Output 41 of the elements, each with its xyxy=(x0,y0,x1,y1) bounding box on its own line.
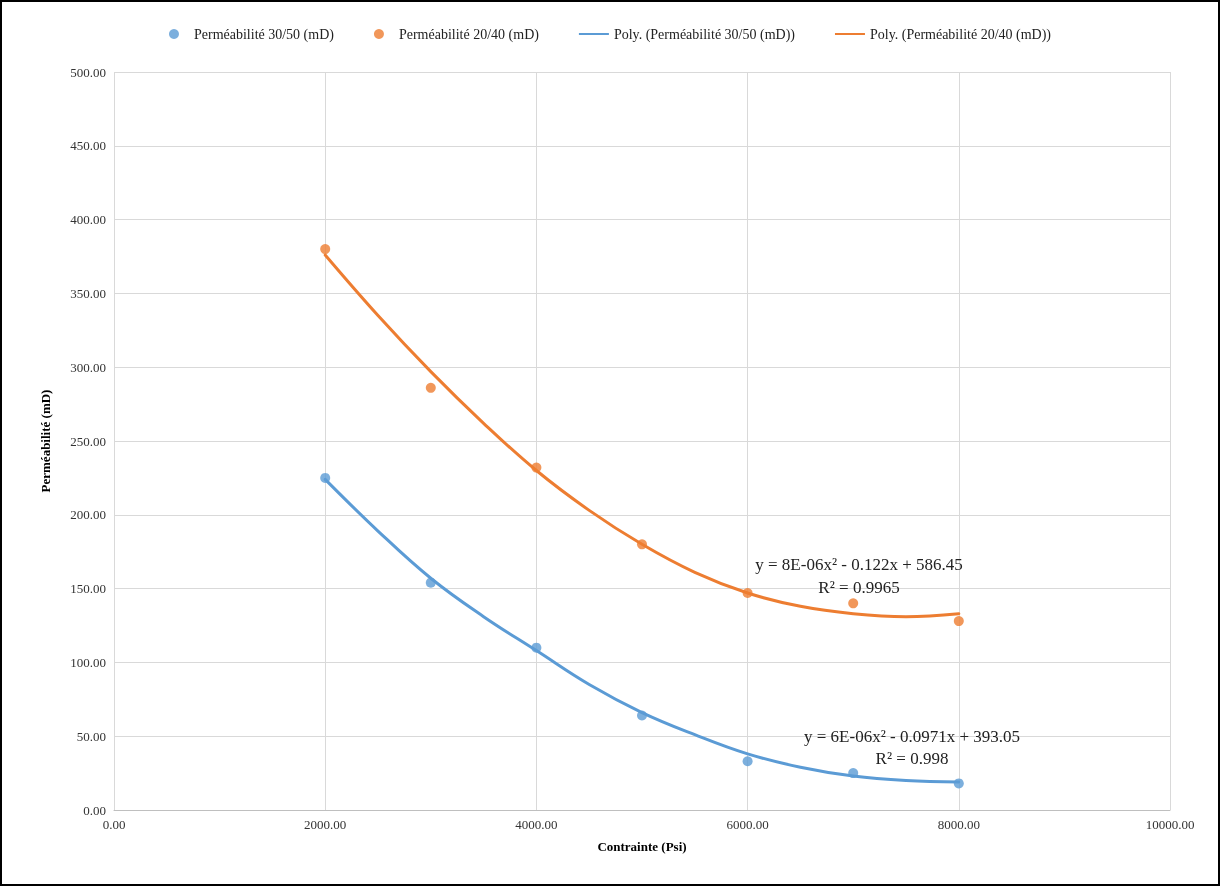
point xyxy=(320,472,331,483)
x-tick-label: 0.00 xyxy=(102,817,126,832)
point xyxy=(531,642,542,653)
annotation: R² = 0.998 xyxy=(875,748,949,768)
y-tick-label: 200.00 xyxy=(70,507,106,523)
point xyxy=(320,244,331,255)
x-tick-label: 4000.00 xyxy=(515,817,558,832)
x-tick-label: 6000.00 xyxy=(726,817,769,832)
point xyxy=(953,778,964,789)
x-tick-label: 10000.00 xyxy=(1145,817,1195,832)
point xyxy=(742,588,753,599)
point xyxy=(848,598,859,609)
x-tick-label: 2000.00 xyxy=(304,817,347,832)
annotation: y = 6E-06x² - 0.0971x + 393.05 xyxy=(804,726,1020,746)
y-tick-label: 150.00 xyxy=(70,581,106,597)
legend-label: Poly. (Perméabilité 30/50 (mD)) xyxy=(613,26,796,43)
legend-label: Poly. (Perméabilité 20/40 (mD)) xyxy=(869,26,1052,43)
point xyxy=(637,539,647,550)
y-tick-label: 350.00 xyxy=(70,285,106,301)
y-tick-label: 300.00 xyxy=(70,359,106,375)
y-tick-label: 50.00 xyxy=(76,728,106,744)
annotation: y = 8E-06x² - 0.122x + 586.45 xyxy=(755,554,963,574)
point xyxy=(531,462,542,473)
annotation: R² = 0.9965 xyxy=(818,577,900,597)
point xyxy=(953,616,964,627)
y-tick-label: 0.00 xyxy=(83,802,106,818)
point xyxy=(848,768,859,779)
y-tick-label: 500.00 xyxy=(70,64,106,80)
point xyxy=(637,710,647,721)
x-tick-label: 8000.00 xyxy=(937,817,980,832)
point xyxy=(425,382,436,393)
y-tick-label: 450.00 xyxy=(70,138,106,154)
y-tick-label: 400.00 xyxy=(70,212,106,228)
x-axis-title: Contrainte (Psi) xyxy=(597,839,687,854)
y-tick-label: 100.00 xyxy=(70,654,106,670)
point xyxy=(742,756,753,767)
legend-label: Perméabilité 20/40 (mD) xyxy=(398,26,540,43)
point xyxy=(425,577,436,588)
y-tick-label: 250.00 xyxy=(70,433,106,449)
y-axis-title: Perméabilité (mD) xyxy=(38,389,53,493)
legend-label: Perméabilité 30/50 (mD) xyxy=(193,26,335,43)
